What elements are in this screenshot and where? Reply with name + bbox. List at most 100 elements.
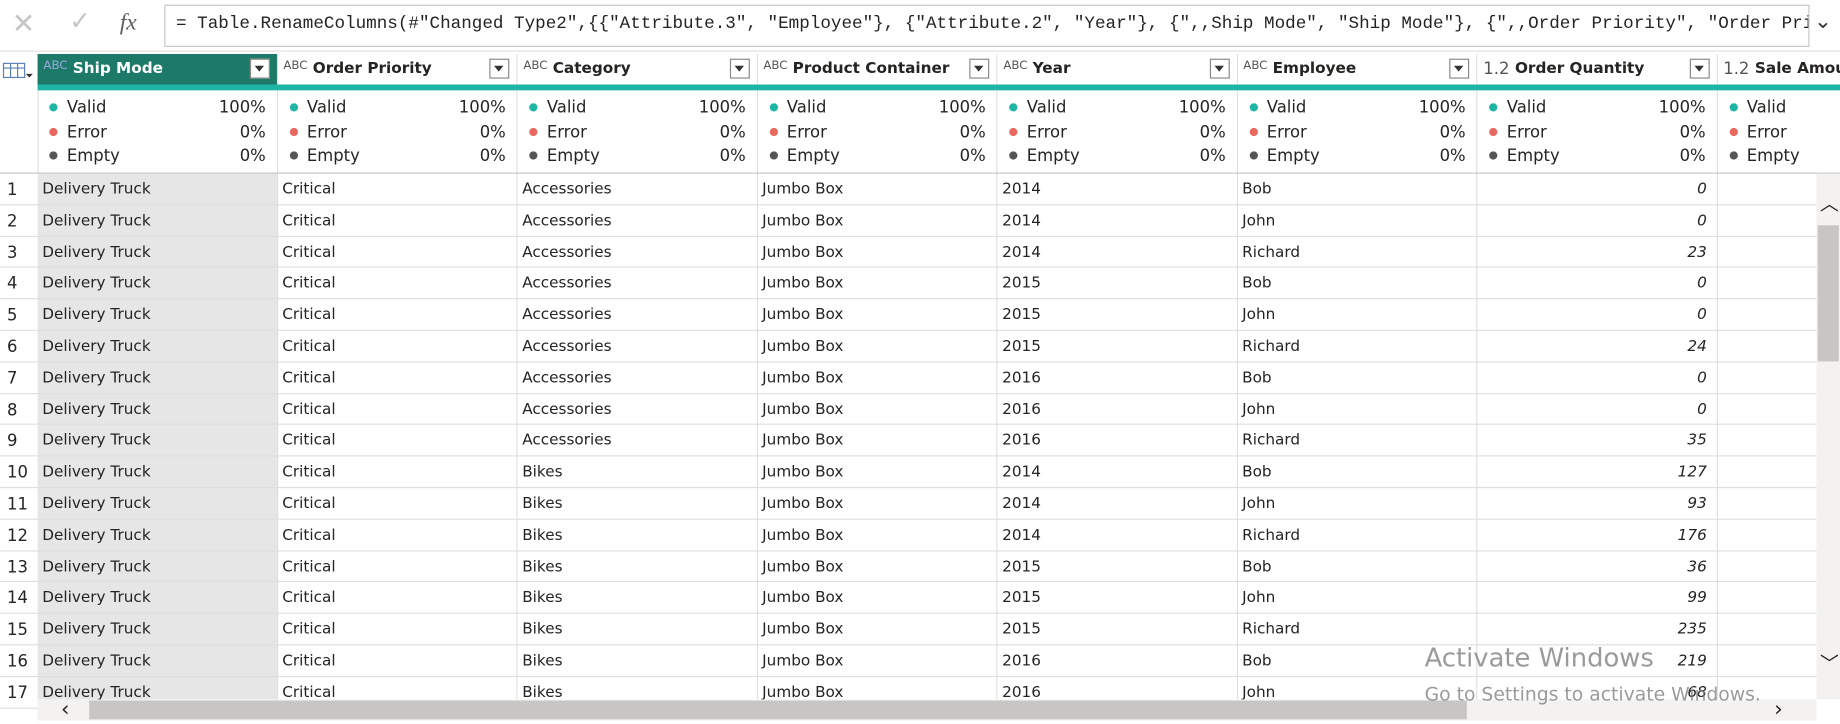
quality-percent: 100% xyxy=(218,98,266,118)
column-header[interactable]: ABC Year xyxy=(997,53,1238,85)
quality-label: Empty xyxy=(1009,146,1080,166)
column-header[interactable]: ABC Ship Mode xyxy=(37,53,278,85)
cell: Jumbo Box xyxy=(762,526,844,545)
quality-label: Valid xyxy=(529,99,586,117)
scroll-right[interactable]: › xyxy=(1774,697,1783,722)
cell: Critical xyxy=(282,212,336,230)
cell: John xyxy=(1242,400,1276,419)
column-filter-button[interactable] xyxy=(1449,58,1470,79)
column-type: ABC xyxy=(1243,59,1268,73)
quality-dot xyxy=(769,103,778,112)
cell: Delivery Truck xyxy=(42,558,151,576)
cell: 2016 xyxy=(1002,432,1041,450)
column-separator xyxy=(756,90,758,700)
quality-dot xyxy=(1249,127,1258,136)
quality-label-text: Empty xyxy=(1026,146,1080,166)
quality-label: Error xyxy=(1249,123,1307,141)
column-header[interactable]: ABC Category xyxy=(517,53,758,85)
column-type: ABC xyxy=(1003,59,1028,73)
quality-dot xyxy=(1489,151,1498,160)
row-line xyxy=(0,486,1817,489)
cell: Critical xyxy=(282,369,336,388)
cell: Critical xyxy=(282,432,336,450)
commit-button[interactable]: ✓ xyxy=(69,7,91,37)
cell: Richard xyxy=(1242,337,1301,356)
row-number: 2 xyxy=(7,212,18,231)
quality-dot xyxy=(1729,151,1738,160)
column-filter-button[interactable] xyxy=(729,58,750,79)
column-header[interactable]: ABC Employee xyxy=(1237,53,1478,85)
horizontal-scrollbar[interactable]: ‹ › xyxy=(37,697,1817,722)
column-separator xyxy=(996,90,998,700)
formula-box[interactable]: = Table.RenameColumns(#"Changed Type2",{… xyxy=(164,4,1810,47)
cell-number: 24 xyxy=(1687,337,1707,356)
quality-label: Error xyxy=(289,123,347,141)
cell: 2014 xyxy=(1002,463,1041,482)
cell: Accessories xyxy=(522,243,612,262)
cell: Delivery Truck xyxy=(42,495,151,513)
row-number: 9 xyxy=(7,432,18,452)
quality-percent: 0% xyxy=(479,122,506,142)
cell: Critical xyxy=(282,683,336,702)
column-header[interactable]: ABC Order Priority xyxy=(277,53,518,85)
row-line xyxy=(0,266,1817,269)
cell: Richard xyxy=(1242,243,1301,262)
cancel-button[interactable]: ✕ xyxy=(11,7,36,40)
cell: Critical xyxy=(282,620,336,639)
cell: Delivery Truck xyxy=(42,212,151,230)
column-type: ABC xyxy=(283,59,308,73)
quality-label-text: Valid xyxy=(1266,98,1307,118)
cell: Jumbo Box xyxy=(762,369,844,388)
scroll-left[interactable]: ‹ xyxy=(61,697,70,722)
column-filter-button[interactable] xyxy=(1689,58,1710,79)
expand-formula[interactable]: ⌄ xyxy=(1814,9,1832,35)
cell: Jumbo Box xyxy=(762,212,844,230)
quality-percent: 100% xyxy=(698,98,746,118)
quality-label: Valid xyxy=(1009,99,1066,117)
column-header[interactable]: ABC Product Container xyxy=(757,53,998,85)
column-name: Order Priority xyxy=(312,59,432,78)
cell-number: 0 xyxy=(1697,306,1707,325)
quality-label: Empty xyxy=(49,147,120,165)
row-line xyxy=(0,424,1817,426)
column-filter-button[interactable] xyxy=(969,58,990,79)
table-corner[interactable] xyxy=(0,53,39,174)
column-filter-button[interactable] xyxy=(489,58,510,79)
fx-button[interactable]: fx xyxy=(119,9,137,36)
activation-subtitle: Go to Settings to activate Windows. xyxy=(1424,682,1761,706)
scroll-thumb[interactable] xyxy=(1817,225,1839,362)
quality-label-text: Error xyxy=(786,122,827,142)
row-number: 6 xyxy=(7,337,18,357)
row-number-column xyxy=(0,173,38,700)
quality-label: Error xyxy=(1729,123,1787,141)
column-filter-button[interactable] xyxy=(1209,58,1230,79)
cell: Critical xyxy=(282,652,336,671)
cell-number: 0 xyxy=(1697,212,1707,230)
quality-percent: 0% xyxy=(1679,146,1706,166)
cell: 2016 xyxy=(1002,652,1041,671)
scroll-thumb[interactable] xyxy=(89,700,1467,720)
column-separator xyxy=(1476,90,1478,700)
column-filter-button[interactable] xyxy=(249,58,270,79)
vertical-scrollbar[interactable]: ︿ ﹀ xyxy=(1816,173,1840,700)
row-number: 12 xyxy=(7,526,28,546)
cell: Bob xyxy=(1242,275,1272,293)
scroll-down[interactable]: ﹀ xyxy=(1820,652,1839,675)
cell: John xyxy=(1242,495,1276,513)
column-separator xyxy=(1716,90,1718,700)
row-number: 14 xyxy=(7,589,28,609)
quality-label-text: Error xyxy=(546,122,587,142)
cell: 2016 xyxy=(1002,400,1041,419)
quality-percent: 0% xyxy=(719,146,746,166)
cell: Jumbo Box xyxy=(762,558,844,576)
row-line xyxy=(0,329,1817,331)
cell: Bob xyxy=(1242,180,1272,199)
quality-bottom-line xyxy=(0,172,1840,174)
scroll-up[interactable]: ︿ xyxy=(1820,192,1839,215)
column-header[interactable]: 1.2 Order Quantity xyxy=(1477,53,1718,85)
cell: Critical xyxy=(282,275,336,293)
quality-dot xyxy=(1729,103,1738,112)
quality-label-text: Error xyxy=(1506,122,1547,142)
